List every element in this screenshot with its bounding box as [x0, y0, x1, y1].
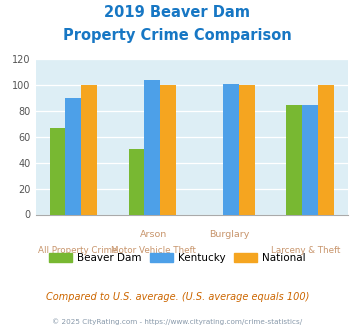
- Text: Burglary: Burglary: [209, 230, 250, 239]
- Text: 2019 Beaver Dam: 2019 Beaver Dam: [104, 5, 251, 20]
- Text: Motor Vehicle Theft: Motor Vehicle Theft: [111, 246, 196, 254]
- Bar: [50, 128, 65, 214]
- Text: © 2025 CityRating.com - https://www.cityrating.com/crime-statistics/: © 2025 CityRating.com - https://www.city…: [53, 318, 302, 325]
- Bar: [144, 80, 160, 214]
- Text: Compared to U.S. average. (U.S. average equals 100): Compared to U.S. average. (U.S. average …: [46, 292, 309, 302]
- Bar: [286, 105, 302, 214]
- Bar: [81, 85, 97, 214]
- Bar: [160, 85, 176, 214]
- Bar: [223, 84, 239, 214]
- Bar: [239, 85, 255, 214]
- Bar: [318, 85, 334, 214]
- Bar: [302, 105, 318, 214]
- Bar: [129, 148, 144, 214]
- Text: Arson: Arson: [140, 230, 167, 239]
- Legend: Beaver Dam, Kentucky, National: Beaver Dam, Kentucky, National: [45, 248, 310, 267]
- Bar: [65, 98, 81, 214]
- Text: Property Crime Comparison: Property Crime Comparison: [63, 28, 292, 43]
- Text: All Property Crime: All Property Crime: [38, 246, 117, 254]
- Text: Larceny & Theft: Larceny & Theft: [271, 246, 341, 254]
